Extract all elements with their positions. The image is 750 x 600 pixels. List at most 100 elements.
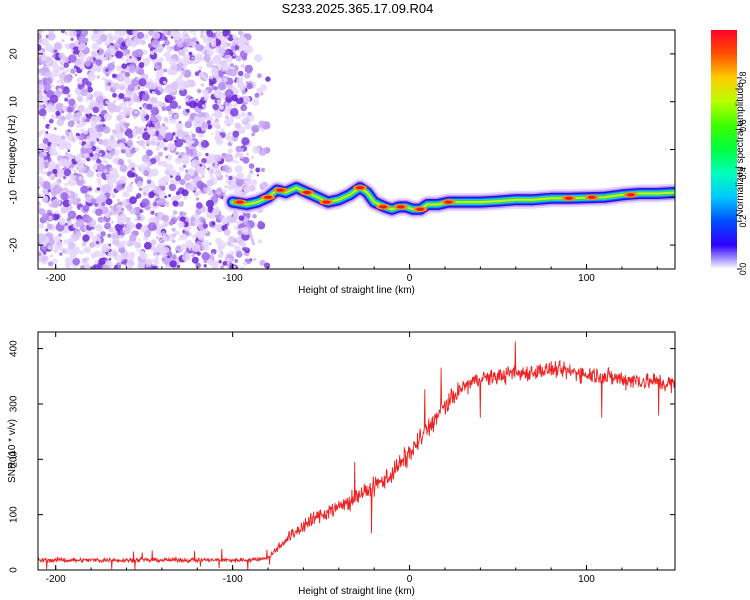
noise-blob <box>96 38 103 45</box>
noise-blob <box>210 213 214 217</box>
noise-blob <box>41 77 46 81</box>
noise-blob <box>201 252 210 261</box>
noise-blob <box>38 44 42 51</box>
noise-blob <box>209 75 214 80</box>
noise-blob <box>211 260 219 268</box>
noise-blob <box>147 222 157 232</box>
noise-blob <box>78 140 83 145</box>
noise-blob <box>241 137 250 146</box>
noise-blob <box>45 43 53 52</box>
noise-blob <box>63 189 66 192</box>
noise-blob <box>83 215 92 224</box>
noise-blob <box>167 142 176 151</box>
y-tick-label: -20 <box>9 237 20 252</box>
noise-blob <box>212 252 215 256</box>
noise-blob <box>227 135 234 142</box>
noise-blob <box>126 139 134 147</box>
noise-blob <box>82 234 90 242</box>
noise-blob <box>47 32 56 41</box>
noise-blob <box>131 167 135 171</box>
noise-blob <box>79 63 86 70</box>
noise-blob <box>203 54 211 62</box>
noise-blob <box>201 122 208 129</box>
noise-blob <box>203 245 210 252</box>
noise-blob <box>56 118 64 127</box>
noise-blob <box>162 235 168 241</box>
noise-blob <box>70 68 76 74</box>
noise-blob <box>137 261 146 269</box>
noise-blob <box>56 143 60 147</box>
noise-blob <box>105 198 113 206</box>
noise-blob <box>216 76 222 83</box>
noise-blob <box>200 139 204 142</box>
noise-blob <box>185 148 194 157</box>
noise-blob <box>96 48 104 56</box>
noise-blob <box>53 184 62 194</box>
noise-blob <box>101 77 105 80</box>
noise-blob <box>174 139 177 143</box>
y-tick-label: 200 <box>9 451 20 468</box>
noise-blob <box>45 228 49 232</box>
noise-blob <box>87 72 96 82</box>
noise-blob <box>63 141 72 150</box>
noise-blob <box>50 114 56 120</box>
noise-blob <box>68 132 74 138</box>
noise-blob <box>250 155 255 160</box>
noise-blob <box>204 96 209 101</box>
noise-blob <box>151 117 159 124</box>
noise-blob <box>174 194 181 201</box>
noise-blob <box>200 30 205 35</box>
noise-blob <box>141 93 150 101</box>
noise-blob <box>47 244 54 251</box>
x-axis-label: Height of straight line (km) <box>298 586 415 597</box>
noise-blob <box>125 148 130 153</box>
noise-blob <box>138 78 147 87</box>
noise-blob <box>234 155 238 159</box>
noise-blob <box>190 140 195 144</box>
noise-blob <box>224 219 229 225</box>
noise-blob <box>38 233 46 242</box>
noise-blob <box>50 183 55 189</box>
peak-core <box>302 190 311 195</box>
noise-blob <box>265 76 271 82</box>
noise-blob <box>101 202 106 207</box>
noise-blob <box>191 37 197 43</box>
noise-blob <box>170 81 179 91</box>
noise-blob <box>180 233 188 241</box>
noise-blob <box>225 42 230 46</box>
noise-blob <box>125 122 131 128</box>
noise-blob <box>46 133 54 141</box>
noise-blob <box>112 82 120 91</box>
noise-blob <box>141 117 147 123</box>
noise-blob <box>102 159 107 164</box>
noise-blob <box>197 111 204 118</box>
noise-blob <box>127 159 132 164</box>
noise-blob <box>200 73 205 78</box>
noise-blob <box>74 73 78 77</box>
noise-blob <box>75 154 81 161</box>
noise-blob <box>194 220 201 226</box>
noise-blob <box>143 192 147 196</box>
noise-blob <box>87 104 92 109</box>
noise-blob <box>88 187 92 191</box>
noise-blob <box>155 255 160 260</box>
noise-blob <box>165 98 169 102</box>
noise-blob <box>56 137 62 143</box>
noise-blob <box>77 46 83 52</box>
noise-blob <box>119 175 127 184</box>
noise-blob <box>244 252 248 256</box>
noise-blob <box>243 95 251 103</box>
noise-blob <box>141 87 144 91</box>
snr-plot <box>38 341 675 570</box>
noise-blob <box>196 180 205 189</box>
noise-blob <box>38 90 42 94</box>
noise-blob <box>135 127 143 135</box>
noise-blob <box>178 74 184 80</box>
noise-blob <box>193 116 200 123</box>
peak-core <box>587 195 596 199</box>
noise-blob <box>54 49 58 53</box>
noise-blob <box>220 128 225 133</box>
noise-blob <box>153 259 160 265</box>
noise-blob <box>194 43 202 51</box>
noise-blob <box>190 216 196 222</box>
